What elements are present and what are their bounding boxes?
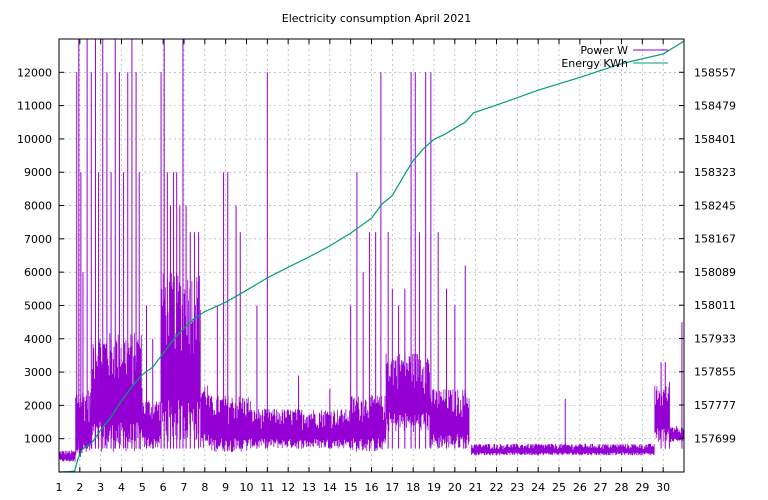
- x-tick-label: 6: [160, 481, 167, 494]
- x-tick-label: 12: [281, 481, 295, 494]
- x-tick-label: 20: [448, 481, 462, 494]
- y2-tick-label: 157855: [694, 366, 736, 379]
- energy-series: [58, 40, 685, 473]
- y-tick-label: 5000: [24, 299, 52, 312]
- y-tick-label: 2000: [24, 399, 52, 412]
- y2-tick-label: 158479: [694, 100, 736, 113]
- x-tick-label: 18: [406, 481, 420, 494]
- y-tick-label: 8000: [24, 200, 52, 213]
- y2-tick-label: 157699: [694, 432, 736, 445]
- y-tick-label: 10000: [17, 133, 52, 146]
- x-tick-label: 2: [76, 481, 83, 494]
- y-tick-label: 4000: [24, 333, 52, 346]
- x-tick-label: 27: [594, 481, 608, 494]
- y2-tick-label: 158323: [694, 166, 736, 179]
- y2-tick-label: 157933: [694, 332, 736, 345]
- x-tick-label: 9: [222, 481, 229, 494]
- x-tick-label: 21: [469, 481, 483, 494]
- x-tick-label: 14: [323, 481, 337, 494]
- x-tick-label: 5: [139, 481, 146, 494]
- legend: Power W Energy KWh: [561, 44, 668, 70]
- x-tick-label: 19: [427, 481, 441, 494]
- x-tick-label: 1: [56, 481, 63, 494]
- x-tick-label: 25: [552, 481, 566, 494]
- y2-tick-label: 158089: [694, 266, 736, 279]
- x-tick-label: 15: [344, 481, 358, 494]
- y-tick-label: 6000: [24, 266, 52, 279]
- y-tick-label: 11000: [17, 100, 52, 113]
- y2-tick-label: 158011: [694, 299, 736, 312]
- y-tick-label: 1000: [24, 433, 52, 446]
- x-tick-label: 17: [385, 481, 399, 494]
- power-series: [58, 39, 684, 462]
- y2-tick-label: 158245: [694, 199, 736, 212]
- x-tick-label: 22: [490, 481, 504, 494]
- y2-tick-label: 158167: [694, 233, 736, 246]
- x-tick-label: 16: [365, 481, 379, 494]
- legend-energy-label: Energy KWh: [561, 57, 628, 70]
- x-tick-label: 13: [302, 481, 316, 494]
- y2-tick-label: 158401: [694, 133, 736, 146]
- x-tick-label: 7: [181, 481, 188, 494]
- x-tick-label: 3: [97, 481, 104, 494]
- y-tick-label: 3000: [24, 366, 52, 379]
- x-tick-label: 8: [201, 481, 208, 494]
- y-tick-label: 12000: [17, 66, 52, 79]
- x-tick-label: 10: [240, 481, 254, 494]
- x-tick-label: 28: [615, 481, 629, 494]
- x-tick-label: 30: [656, 481, 670, 494]
- y2-tick-label: 158557: [694, 66, 736, 79]
- chart-title: Electricity consumption April 2021: [282, 12, 472, 25]
- y2-tick-label: 157777: [694, 399, 736, 412]
- x-tick-label: 11: [260, 481, 274, 494]
- x-tick-label: 4: [118, 481, 125, 494]
- x-tick-label: 26: [573, 481, 587, 494]
- y-tick-label: 9000: [24, 166, 52, 179]
- x-tick-label: 23: [510, 481, 524, 494]
- x-tick-label: 24: [531, 481, 545, 494]
- energy-line: [58, 40, 685, 473]
- axis-ticks: 1 2 3 4 5 6 7 8 9 10 11 12 13 14 15 16 17 18 19 20 21 22 23 24 2…: [17, 39, 736, 494]
- x-tick-label: 29: [635, 481, 649, 494]
- y-tick-label: 7000: [24, 233, 52, 246]
- legend-power-label: Power W: [580, 44, 628, 57]
